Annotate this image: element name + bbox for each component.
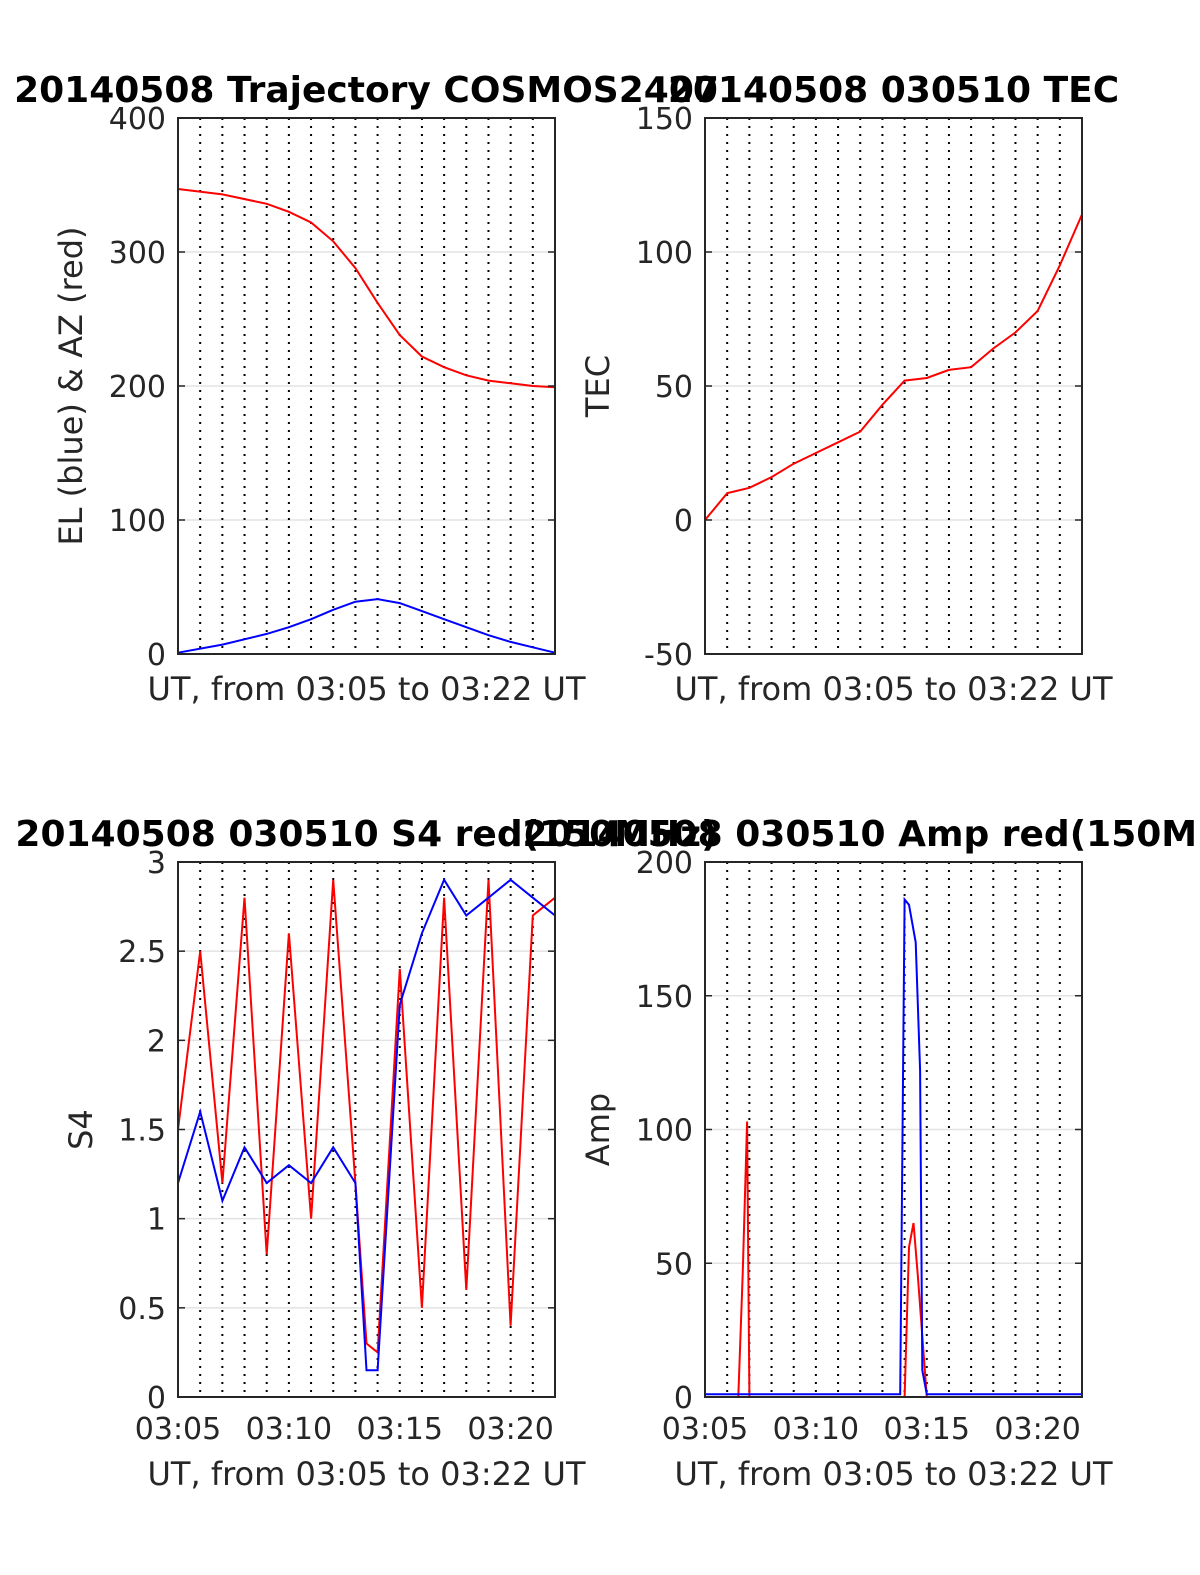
x-tick-label: 03:20 (467, 1412, 553, 1447)
y-axis-label-trajectory: EL (blue) & AZ (red) (52, 226, 90, 545)
y-tick-label: 1.5 (118, 1114, 166, 1149)
x-axis-label-trajectory: UT, from 03:05 to 03:22 UT (148, 670, 586, 708)
y-tick-label: 200 (636, 846, 693, 881)
xticks-s4: 03:05 03:10 03:15 03:20 (135, 1412, 554, 1447)
chart-title-s4: 20140508 030510 S4 red(150MHz) (15, 814, 717, 855)
x-axis-label-amp: UT, from 03:05 to 03:22 UT (675, 1455, 1113, 1493)
y-tick-label: 300 (109, 236, 166, 271)
series-amp-red-line (705, 1121, 1082, 1398)
y-tick-label: 50 (655, 1247, 693, 1282)
grid-tec (705, 118, 1082, 654)
yticks-amp: 0 50 100 150 200 (636, 846, 1082, 1416)
y-tick-label: 2.5 (118, 935, 166, 970)
chart-title-trajectory: 20140508 Trajectory COSMOS2407 (14, 70, 719, 111)
x-tick-label: 03:10 (773, 1412, 859, 1447)
y-tick-label: 100 (109, 504, 166, 539)
y-axis-label-s4: S4 (62, 1109, 100, 1150)
y-axis-label-tec: TEC (579, 355, 617, 418)
y-tick-label: 100 (636, 236, 693, 271)
y-tick-label: 100 (636, 1114, 693, 1149)
chart-title-tec: 20140508 030510 TEC (668, 70, 1119, 111)
panel-trajectory: 0 100 200 300 400 20140508 Trajectory COSMOS… (14, 70, 719, 708)
series-s4-blue-line (177, 877, 556, 1372)
x-tick-label: 03:05 (662, 1412, 748, 1447)
x-tick-label: 03:15 (884, 1412, 970, 1447)
y-tick-label: 400 (109, 102, 166, 137)
chart-title-amp: 20140508 030510 Amp red(150MHz) (522, 814, 1200, 855)
y-tick-label: 0 (147, 1381, 166, 1416)
xticks-amp: 03:05 03:10 03:15 03:20 (662, 1412, 1081, 1447)
x-tick-label: 03:15 (357, 1412, 443, 1447)
x-axis-label-s4: UT, from 03:05 to 03:22 UT (148, 1455, 586, 1493)
x-tick-label: 03:05 (135, 1412, 221, 1447)
y-tick-label: 0.5 (118, 1292, 166, 1327)
y-axis-label-amp: Amp (579, 1093, 617, 1166)
series-amp (705, 896, 1082, 1398)
x-tick-label: 03:20 (994, 1412, 1080, 1447)
y-tick-label: 0 (674, 1381, 693, 1416)
y-tick-label: 50 (655, 370, 693, 405)
x-axis-label-tec: UT, from 03:05 to 03:22 UT (675, 670, 1113, 708)
series-s4-red-line (177, 879, 556, 1355)
y-tick-label: 0 (147, 638, 166, 673)
y-tick-label: 200 (109, 370, 166, 405)
panel-tec: -50 0 50 100 150 20140508 030510 TEC UT, fro… (579, 70, 1119, 708)
y-tick-label: 1 (147, 1203, 166, 1238)
series-s4 (177, 877, 556, 1372)
series-tec (704, 214, 1083, 521)
yticks-s4: 0 0.5 1 1.5 2 2.5 3 (118, 846, 555, 1416)
grid-trajectory (178, 118, 555, 654)
y-tick-label: -50 (644, 638, 693, 673)
yticks-tec: -50 0 50 100 150 (636, 102, 1082, 673)
y-tick-label: 150 (636, 102, 693, 137)
y-tick-label: 2 (147, 1024, 166, 1059)
series-trajectory (177, 188, 556, 654)
y-tick-label: 3 (147, 846, 166, 881)
series-az-line (177, 188, 556, 389)
y-tick-label: 0 (674, 504, 693, 539)
panel-s4: 0 0.5 1 1.5 2 2.5 3 03:05 03:10 03:15 03:20 20140… (15, 814, 717, 1493)
x-tick-label: 03:10 (246, 1412, 332, 1447)
series-amp-blue-line (705, 896, 1082, 1396)
grid-amp (705, 862, 1082, 1397)
panel-amp: 0 50 100 150 200 03:05 03:10 03:15 03:20 201405… (522, 814, 1200, 1493)
grid-s4 (178, 862, 555, 1397)
y-tick-label: 150 (636, 980, 693, 1015)
series-tec-line (704, 214, 1083, 521)
yticks-trajectory: 0 100 200 300 400 (109, 102, 555, 673)
series-el-line (177, 598, 556, 654)
